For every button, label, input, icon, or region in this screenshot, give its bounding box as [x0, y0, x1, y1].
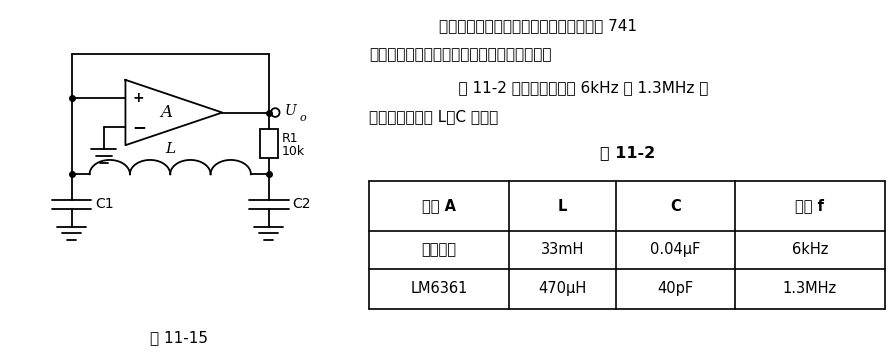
Text: −: − — [133, 118, 146, 136]
Text: 10k: 10k — [281, 145, 305, 158]
Text: 470μH: 470μH — [538, 281, 587, 296]
Text: 6kHz: 6kHz — [792, 242, 828, 257]
Text: R1: R1 — [281, 132, 298, 146]
Text: 运放 A: 运放 A — [422, 199, 456, 213]
Text: 1.3MHz: 1.3MHz — [783, 281, 837, 296]
Text: 当工作频率较低时，可以用任何运放。如 741: 当工作频率较低时，可以用任何运放。如 741 — [439, 18, 637, 33]
Text: 之类，但工作频率较高时，应选用高速运放。: 之类，但工作频率较高时，应选用高速运放。 — [369, 47, 552, 62]
Text: +: + — [133, 91, 144, 105]
Text: 40pF: 40pF — [658, 281, 694, 296]
Text: LM6361: LM6361 — [410, 281, 468, 296]
Text: 图 11-15: 图 11-15 — [151, 330, 208, 345]
Text: L: L — [165, 142, 176, 156]
Text: C: C — [670, 199, 681, 213]
Text: 对运放的选用和 L、C 之值。: 对运放的选用和 L、C 之值。 — [369, 109, 498, 124]
Text: 频率 f: 频率 f — [796, 199, 824, 213]
Bar — [260, 129, 278, 158]
Text: A: A — [160, 104, 173, 121]
Text: C2: C2 — [292, 197, 311, 211]
Text: C1: C1 — [95, 197, 114, 211]
Text: o: o — [299, 113, 306, 123]
Text: 33mH: 33mH — [541, 242, 584, 257]
Text: 表 11-2 中给出了频率为 6kHz 和 1.3MHz 时: 表 11-2 中给出了频率为 6kHz 和 1.3MHz 时 — [439, 80, 709, 95]
Text: L: L — [558, 199, 567, 213]
Text: 0.04μF: 0.04μF — [650, 242, 701, 257]
Text: U: U — [285, 104, 297, 118]
Text: 任何品种: 任何品种 — [421, 242, 457, 257]
Text: 表 11-2: 表 11-2 — [599, 145, 655, 160]
